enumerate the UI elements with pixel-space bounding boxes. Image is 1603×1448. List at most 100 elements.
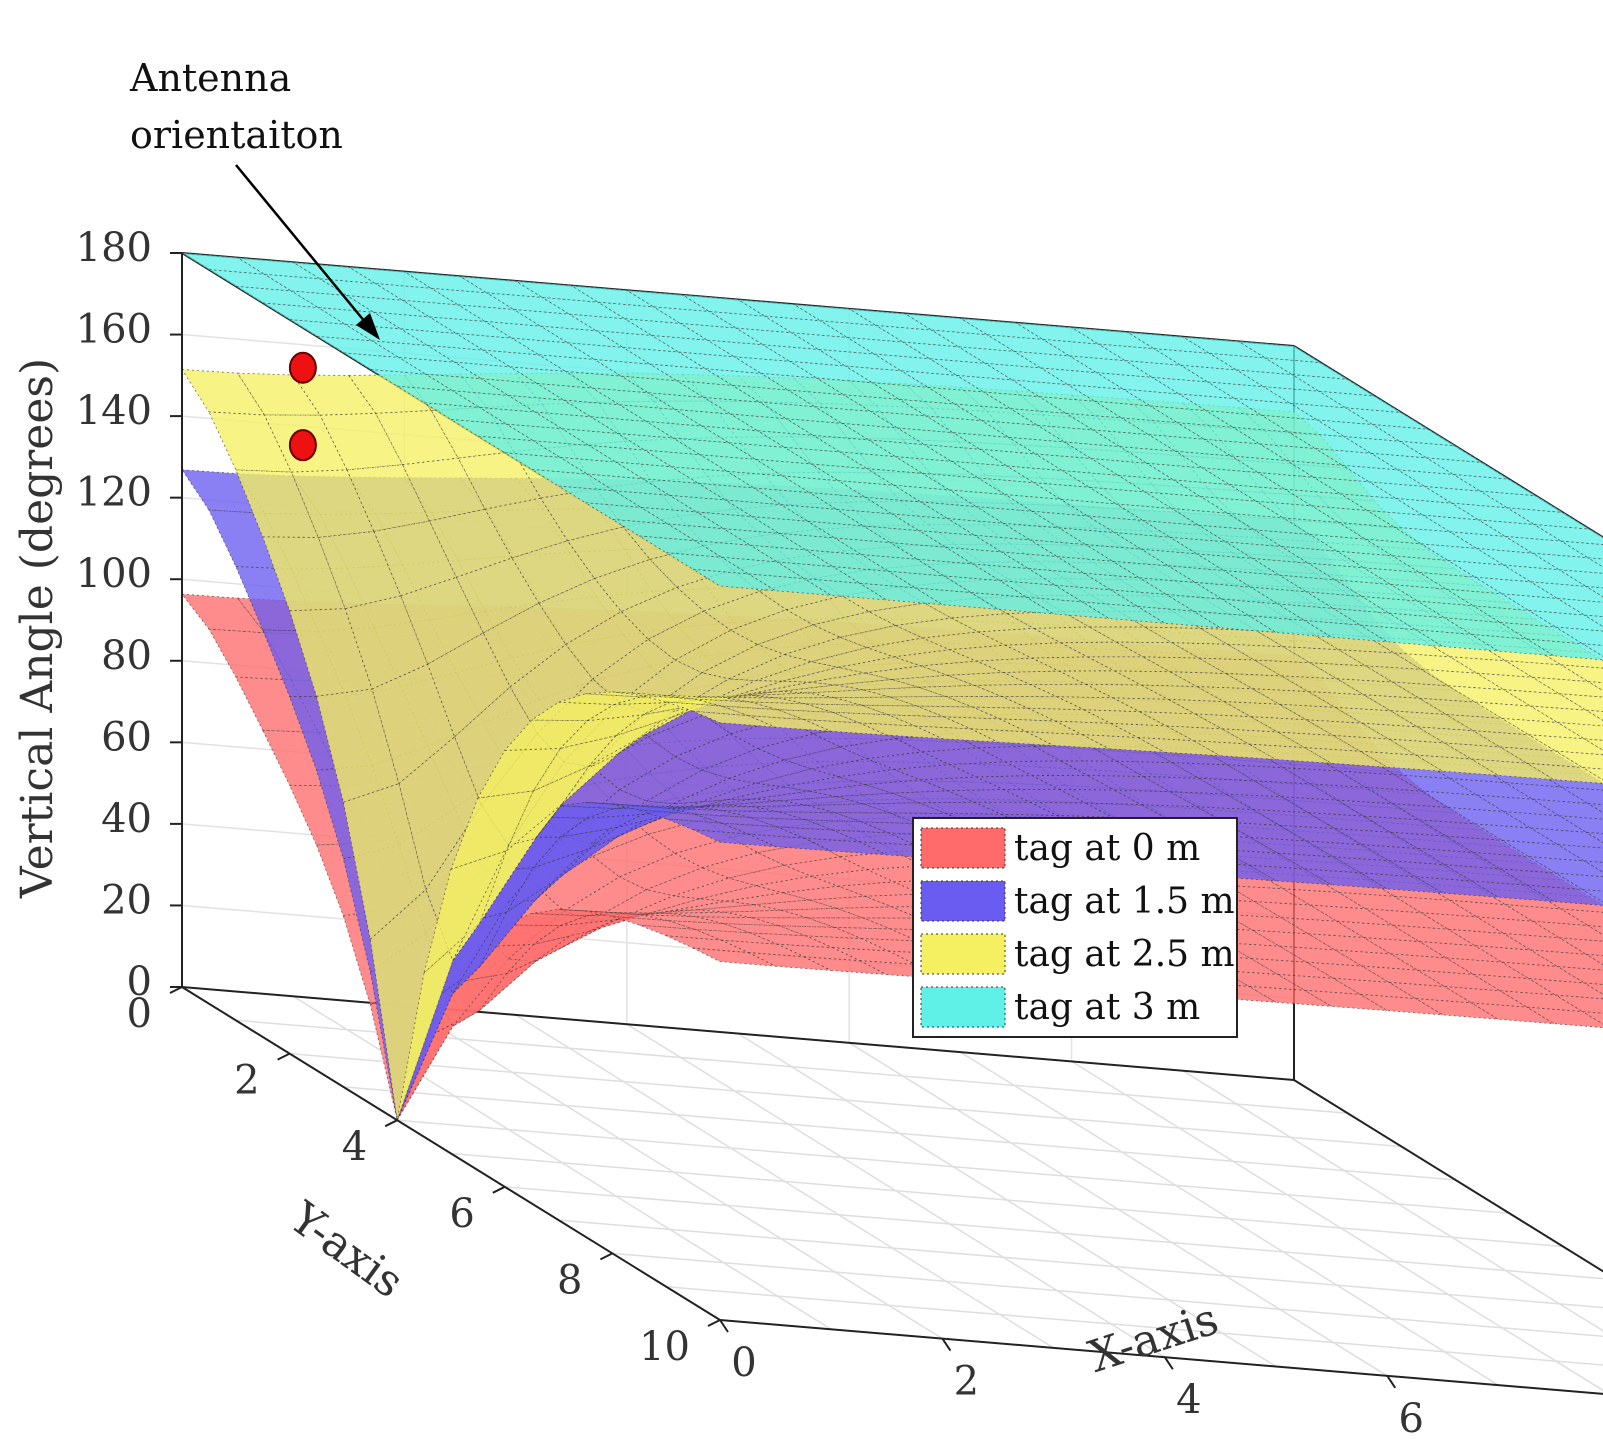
surface-patch — [1248, 615, 1332, 638]
surface-patch — [865, 496, 949, 519]
surface-patch — [1361, 844, 1445, 866]
surface-patch — [1560, 540, 1603, 560]
surface-patch — [1557, 722, 1603, 741]
surface-patch — [348, 266, 432, 289]
surface-patch — [1343, 436, 1427, 459]
surface-patch — [838, 480, 922, 503]
surface-patch — [696, 695, 780, 699]
surface-patch — [1333, 735, 1417, 756]
surface-patch — [750, 817, 834, 831]
surface-patch — [1421, 669, 1505, 691]
surface-patch — [1238, 340, 1322, 364]
surface-patch — [1526, 638, 1603, 661]
surface-patch — [1333, 856, 1417, 878]
floor-gridline-y — [450, 1152, 1564, 1248]
surface-patch — [1471, 634, 1555, 657]
surface-patch — [694, 813, 778, 828]
surface-patch — [1582, 767, 1603, 781]
surface-patch — [1082, 601, 1166, 624]
surface-patch — [752, 917, 835, 928]
surface-patch — [647, 714, 732, 758]
axis-lines — [181, 253, 1603, 1395]
surface-patch — [1505, 660, 1589, 682]
surface-patch — [904, 313, 988, 336]
surface-patch — [1334, 579, 1418, 602]
surface-patch — [511, 540, 596, 604]
surface-patch — [723, 923, 807, 937]
surface-patch — [1141, 548, 1225, 571]
surface-patch — [1501, 593, 1585, 616]
surface-patch — [756, 624, 842, 655]
surface-patch — [1499, 746, 1583, 768]
surface-patch — [943, 575, 1027, 598]
surface-patch — [1308, 933, 1392, 955]
surface-patch — [452, 390, 536, 413]
surface-patch — [640, 507, 724, 530]
surface-patch — [1304, 989, 1388, 1011]
surface-patch — [755, 459, 839, 482]
surface-patch — [1421, 790, 1505, 812]
surface-patch — [861, 704, 945, 718]
surface-patch — [1031, 510, 1115, 533]
surface-patch — [425, 373, 509, 396]
surface-patch — [1178, 393, 1262, 416]
surface-patch — [1474, 823, 1558, 845]
surface-patch — [732, 385, 816, 408]
surface-patch — [673, 777, 757, 805]
surface-patch — [1223, 570, 1307, 593]
surface-patch — [723, 810, 807, 821]
surface-patch — [641, 914, 724, 924]
surface-patch — [639, 694, 722, 707]
surface-patch — [1315, 448, 1399, 471]
surface-patch — [737, 299, 821, 322]
surface-patch — [1175, 450, 1259, 473]
surface-patch — [1363, 815, 1447, 837]
surface-patch — [1499, 990, 1583, 1012]
surface-patch — [1392, 803, 1476, 825]
legend-swatch-tag-3m — [920, 986, 1006, 1028]
surface-patch — [1584, 982, 1603, 995]
surface-patch — [922, 473, 1006, 495]
surface-patch — [1419, 819, 1503, 841]
y-tick-mark — [599, 1252, 613, 1261]
surface-patch — [1395, 498, 1479, 521]
legend-label-tag-2-5m: tag at 2.5 m — [1014, 934, 1235, 975]
surface-patch — [558, 693, 642, 705]
surface-patch — [1447, 685, 1531, 707]
surface-patch — [920, 501, 1004, 524]
surface-patch — [1177, 422, 1261, 445]
z-tick-label: 80 — [101, 633, 152, 679]
surface-patch — [1390, 710, 1474, 732]
surface-patch — [804, 578, 888, 601]
surface-patch — [809, 784, 893, 798]
surface-patch — [762, 344, 846, 367]
surface-patch — [1338, 770, 1422, 792]
surface-patch — [674, 409, 758, 432]
surface-patch — [450, 419, 534, 442]
surface-patch — [1313, 476, 1397, 499]
surface-patch — [513, 309, 597, 332]
surface-patch — [1318, 390, 1402, 413]
surface-patch — [759, 401, 843, 424]
surface-patch — [836, 679, 920, 691]
surface-patch — [812, 611, 897, 638]
surface-patch — [1311, 633, 1395, 654]
surface-patch — [764, 315, 848, 338]
surface-patch — [676, 380, 760, 403]
surface-patch — [700, 852, 786, 879]
surface-patch — [316, 335, 400, 358]
surface-patch — [694, 929, 778, 945]
surface-patch — [1338, 522, 1422, 545]
surface-patch — [1254, 529, 1338, 552]
surface-patch — [591, 833, 677, 878]
surface-patch — [208, 411, 293, 473]
surface-patch — [1092, 429, 1176, 452]
z-tick-label: 160 — [76, 307, 152, 353]
surface-patch — [1309, 662, 1393, 683]
axis-line — [1293, 1079, 1603, 1273]
surface-patch — [839, 451, 923, 474]
surface-patch — [641, 805, 724, 811]
surface-patch — [682, 294, 766, 317]
surface-patch — [1421, 543, 1505, 566]
surface-patch — [454, 686, 538, 807]
